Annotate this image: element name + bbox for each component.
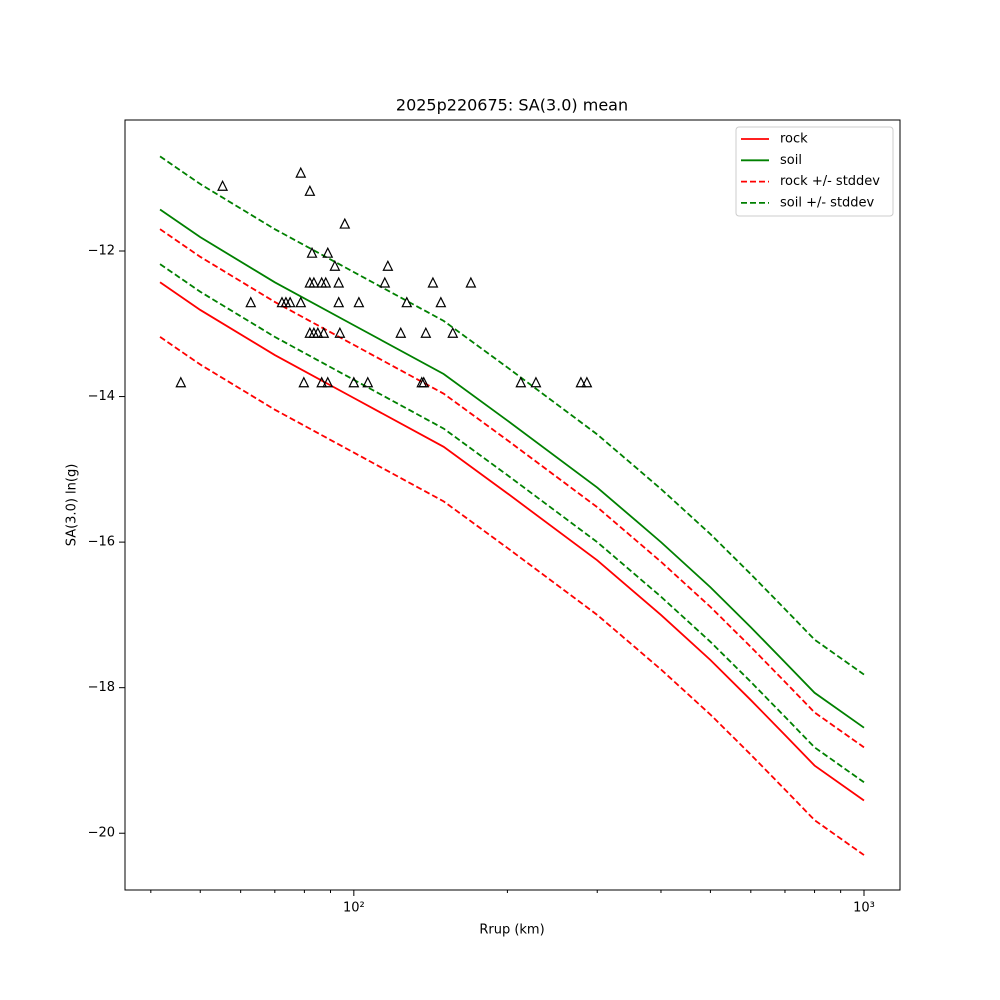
scatter-point	[306, 246, 318, 258]
scatter-point	[333, 276, 345, 288]
scatter-point	[322, 246, 334, 258]
scatter-point	[316, 376, 328, 388]
scatter-point	[333, 296, 345, 308]
series-line	[159, 263, 865, 784]
scatter-point	[245, 296, 257, 308]
y-axis-label: SA(3.0) ln(g)	[65, 464, 80, 547]
scatter-point	[353, 296, 365, 308]
scatter-point	[401, 296, 413, 308]
scatter-point	[395, 326, 407, 338]
y-tick-label: −18	[88, 680, 115, 695]
scatter-point	[382, 259, 394, 271]
scatter-point	[581, 376, 593, 388]
scatter-point	[339, 217, 351, 229]
scatter-point	[284, 296, 296, 308]
y-tick-label: −16	[88, 535, 115, 550]
series-line	[159, 208, 865, 729]
y-tick-label: −14	[88, 389, 115, 404]
scatter-point	[530, 376, 542, 388]
scatter-point	[217, 179, 229, 191]
scatter-point	[175, 376, 187, 388]
scatter-point	[318, 326, 330, 338]
x-tick-label: 10²	[343, 901, 365, 916]
scatter-point	[320, 276, 332, 288]
series-line	[159, 336, 865, 856]
series-line	[159, 228, 865, 749]
legend-label: rock	[780, 132, 808, 147]
x-tick-label: 10³	[853, 901, 875, 916]
scatter-point	[418, 376, 430, 388]
legend-box	[735, 126, 894, 217]
legend-label: soil +/- stddev	[780, 195, 875, 210]
legend-label: soil	[780, 153, 802, 168]
series-line	[159, 281, 865, 802]
scatter-point	[295, 166, 307, 178]
scatter-point	[304, 184, 316, 196]
y-tick-label: −12	[88, 244, 115, 259]
scatter-point	[298, 376, 310, 388]
scatter-point	[312, 326, 324, 338]
scatter-point	[427, 276, 439, 288]
scatter-point	[515, 376, 527, 388]
scatter-point	[420, 326, 432, 338]
scatter-point	[329, 259, 341, 271]
series-line	[159, 155, 865, 676]
x-axis-label: Rrup (km)	[479, 923, 544, 938]
plot-frame	[124, 119, 901, 891]
scatter-point	[348, 376, 360, 388]
scatter-point	[447, 326, 459, 338]
scatter-point	[379, 276, 391, 288]
scatter-point	[334, 326, 346, 338]
scatter-point	[435, 296, 447, 308]
legend-label: rock +/- stddev	[780, 174, 880, 189]
scatter-point	[322, 376, 334, 388]
scatter-point	[465, 276, 477, 288]
scatter-point	[295, 296, 307, 308]
chart-title: 2025p220675: SA(3.0) mean	[396, 96, 628, 115]
scatter-point	[575, 376, 587, 388]
scatter-point	[362, 376, 374, 388]
y-tick-label: −20	[88, 826, 115, 841]
scatter-point	[308, 276, 320, 288]
